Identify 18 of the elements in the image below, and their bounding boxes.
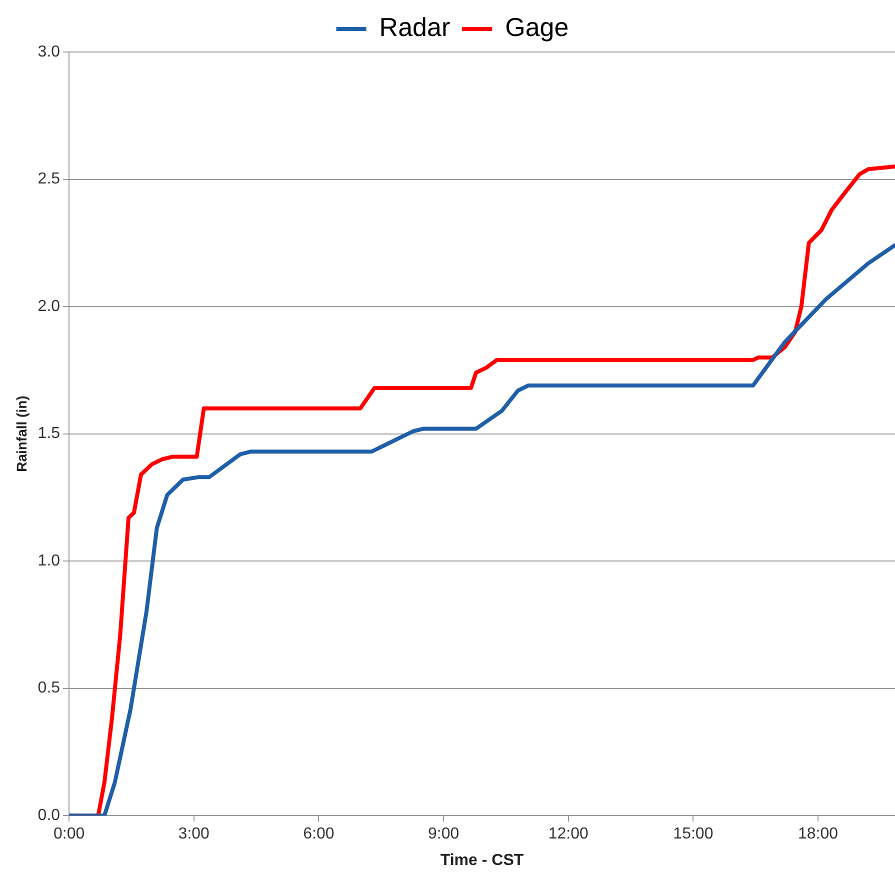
x-tick-label: 3:00 <box>178 826 210 843</box>
y-tick-label: 1.0 <box>38 552 60 570</box>
x-tick-label: 6:00 <box>303 826 334 843</box>
x-axis-title: Time - CST <box>440 852 524 869</box>
y-tick-label: 3.0 <box>38 43 60 60</box>
legend-label: Radar <box>379 12 450 42</box>
y-tick-label: 0.0 <box>38 807 60 824</box>
x-tick-label: 12:00 <box>548 826 588 843</box>
y-tick-label: 1.5 <box>38 425 60 442</box>
y-tick-label: 2.0 <box>38 298 60 315</box>
x-tick-label: 0:00 <box>53 826 85 843</box>
y-tick-label: 2.5 <box>38 170 60 188</box>
y-tick-label: 0.5 <box>38 680 60 697</box>
y-axis-title: Rainfall (in) <box>13 396 30 472</box>
x-tick-label: 15:00 <box>673 826 714 843</box>
legend-label: Gage <box>505 12 569 42</box>
x-tick-label: 18:00 <box>798 826 838 843</box>
x-tick-label: 9:00 <box>428 826 460 843</box>
